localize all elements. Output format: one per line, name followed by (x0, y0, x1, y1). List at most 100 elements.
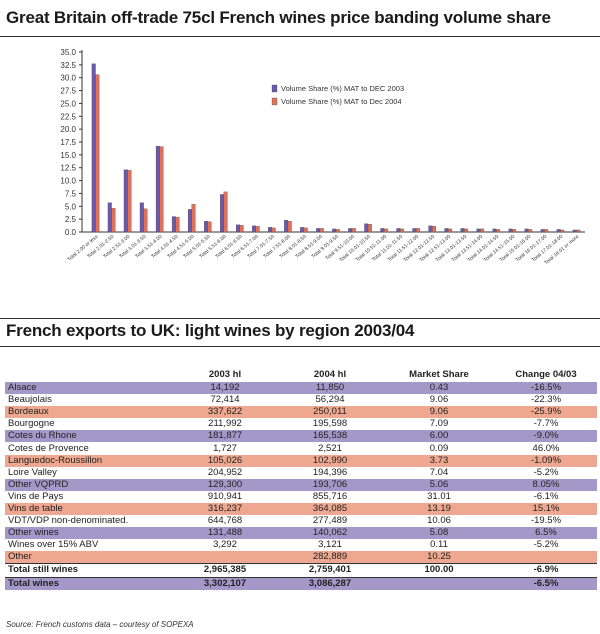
value-cell: -22.3% (530, 394, 562, 406)
bar-2003 (284, 220, 289, 233)
table-row: Bourgogne 211,992 195,598 7.09 -7.7% (5, 418, 597, 430)
chart-title: Great Britain off-trade 75cl French wine… (6, 8, 551, 27)
bar-2003 (236, 224, 240, 233)
value-cell: 204,952 (207, 466, 243, 478)
bar-2004 (191, 204, 196, 233)
bar-2003 (268, 227, 273, 233)
bar-2004 (175, 216, 180, 233)
region-name-cell: Languedoc-Roussillon (5, 454, 173, 467)
bar-2003 (364, 223, 369, 233)
bar-2003 (91, 63, 96, 233)
value-cell: 5.08 (383, 527, 495, 540)
value-cell: 3,302,107 (173, 576, 277, 590)
bar-2003 (428, 225, 433, 233)
bar-2003 (300, 227, 305, 233)
value-cell: 14,192 (173, 382, 277, 395)
y-tick-label: 15.0 (60, 151, 76, 160)
legend-swatch (271, 97, 278, 106)
bar-2004 (255, 226, 260, 233)
y-tick-label: 2.5 (65, 215, 77, 224)
region-name-cell: Cotes du Rhone (5, 430, 173, 443)
bar-2004 (383, 228, 388, 233)
bar-2004 (239, 225, 244, 233)
bar-2004 (95, 74, 100, 233)
y-tick-label: 25.0 (60, 99, 76, 108)
bar-2003 (348, 228, 353, 233)
bar-2004 (319, 228, 324, 233)
table-row: Cotes de Provence 1,727 2,521 0.09 46.0% (5, 442, 597, 454)
table-row: Vins de table 316,237 364,085 13.19 15.1% (5, 502, 597, 516)
value-cell: -6.9% (495, 563, 597, 577)
y-tick-label: 12.5 (60, 164, 76, 173)
column-header (5, 368, 173, 382)
value-cell: 11,850 (277, 382, 383, 395)
bar-2003 (187, 209, 192, 233)
value-cell: 131,488 (173, 527, 277, 540)
bar-2004 (544, 229, 549, 233)
y-tick-label: 0.0 (65, 228, 77, 237)
bar-2004 (207, 221, 212, 233)
bar-2003 (492, 228, 497, 233)
table-header-row: 2003 hl 2004 hl Market Share Change 04/03 (5, 368, 597, 382)
region-name-cell: Vins de table (5, 502, 173, 516)
value-cell: 364,085 (277, 502, 383, 516)
bar-2003 (460, 228, 465, 233)
bar-2004 (303, 227, 308, 233)
value-cell: -6.5% (495, 576, 597, 590)
y-tick-label: 27.5 (60, 87, 76, 96)
value-cell: 0.11 (430, 539, 448, 551)
y-tick-label: 7.5 (65, 189, 77, 198)
value-cell: 8.05% (495, 478, 597, 491)
y-tick-label: 5.0 (65, 202, 77, 211)
value-cell: 10.25 (383, 551, 495, 564)
value-cell: 1,727 (213, 442, 237, 454)
value-cell: 195,598 (312, 418, 348, 430)
bar-2003 (412, 228, 417, 233)
bar-2003 (396, 228, 401, 233)
value-cell: 3,121 (318, 539, 342, 551)
table-row: Wines over 15% ABV 3,292 3,121 0.11 -5.2% (5, 539, 597, 551)
table-row: Total still wines 2,965,385 2,759,401 100.0… (5, 563, 597, 577)
value-cell: 277,489 (312, 515, 348, 527)
bar-2004 (335, 229, 340, 233)
value-cell: 72,414 (210, 394, 240, 406)
table-row: Languedoc-Roussillon 105,026 102,990 3.73 -1… (5, 454, 597, 467)
value-cell: -7.7% (533, 418, 559, 430)
bar-2003 (380, 228, 385, 233)
region-name-cell: Total wines (5, 576, 173, 590)
bar-2003 (252, 225, 256, 233)
region-name-cell: Bourgogne (8, 418, 55, 430)
bar-2004 (448, 228, 452, 233)
value-cell: -5.2% (533, 539, 559, 551)
value-cell: 105,026 (173, 454, 277, 467)
value-cell: 10.06 (427, 515, 451, 527)
value-cell: 56,294 (315, 394, 345, 406)
value-cell: 181,877 (173, 430, 277, 443)
bar-2004 (143, 208, 148, 233)
value-cell: 855,716 (312, 490, 348, 502)
table-row: Other 282,889 10.25 (5, 551, 597, 564)
value-cell: 6.00 (383, 430, 495, 443)
value-cell: 193,706 (277, 478, 383, 491)
table-row: Loire Valley 204,952 194,396 7.04 -5.2% (5, 467, 597, 479)
y-tick-label: 35.0 (60, 48, 76, 57)
bar-2004 (159, 146, 164, 233)
value-cell: 250,011 (277, 406, 383, 419)
column-header: Change 04/03 (515, 369, 577, 380)
bar-2004 (528, 229, 533, 233)
bar-2003 (444, 228, 449, 233)
table-row: Alsace 14,192 11,850 0.43 -16.5% (5, 382, 597, 395)
value-cell: 9.06 (429, 394, 449, 406)
y-tick-label: 32.5 (60, 61, 76, 70)
divider (0, 346, 600, 347)
region-name-cell: VDT/VDP non-denominated. (8, 515, 129, 527)
region-name-cell: Wines over 15% ABV (8, 539, 99, 551)
region-name-cell: Loire Valley (8, 466, 57, 478)
value-cell: 3,292 (213, 539, 237, 551)
region-name-cell: Other wines (5, 527, 173, 540)
source-note: Source: French customs data – courtesy o… (6, 620, 194, 629)
value-cell: 910,941 (207, 490, 243, 502)
region-name-cell: Total still wines (5, 563, 173, 577)
value-cell: 316,237 (173, 502, 277, 516)
region-name-cell: Other VQPRD (5, 478, 173, 491)
